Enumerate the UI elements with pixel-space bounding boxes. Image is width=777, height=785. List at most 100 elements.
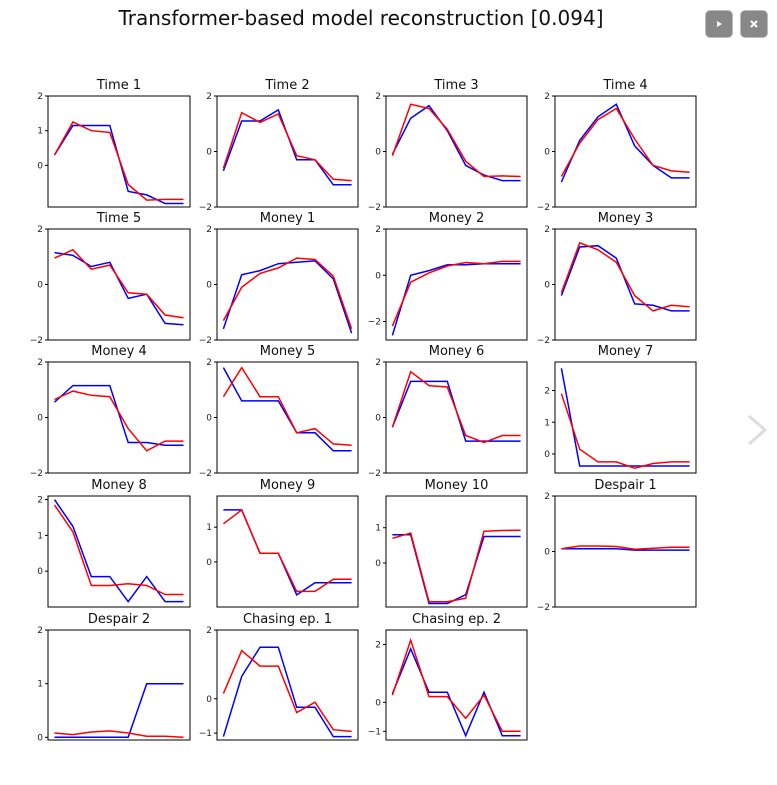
- subplot-title: Time 1: [96, 78, 141, 93]
- subplot-12: Money 7 0 1 2: [544, 344, 697, 474]
- y-tick-label: 2: [375, 92, 381, 102]
- subplot-title: Money 9: [260, 478, 316, 493]
- series-line-actual: [53, 499, 184, 603]
- y-tick-label: 2: [37, 225, 43, 235]
- y-tick-label: 0: [544, 281, 550, 291]
- subplot-title: Chasing ep. 1: [243, 612, 332, 627]
- y-tick-label: 2: [206, 225, 212, 235]
- series-line-actual: [560, 368, 690, 467]
- axes-frame: [385, 228, 528, 341]
- y-tick-label: 0: [37, 281, 43, 291]
- y-tick-label: 0: [37, 567, 43, 577]
- subplot-4: Time 4 −2 0 2: [537, 78, 697, 213]
- y-tick-label: −2: [537, 603, 550, 613]
- subplot-9: Money 4 −2 0 2: [30, 344, 191, 479]
- y-tick-label: 0: [375, 559, 381, 569]
- subplot-15: Money 10 0 1: [375, 478, 528, 608]
- series-line-reconstruction: [222, 508, 352, 593]
- y-tick-label: 0: [375, 698, 381, 708]
- series-line-reconstruction: [222, 257, 353, 330]
- y-tick-label: −2: [537, 203, 550, 213]
- y-tick-label: 0: [206, 281, 212, 291]
- y-tick-label: 0: [206, 558, 212, 568]
- y-tick-label: 2: [37, 358, 43, 368]
- y-tick-label: −2: [199, 469, 212, 479]
- play-button[interactable]: [705, 10, 733, 38]
- series-line-actual: [53, 124, 184, 205]
- series-line-actual: [222, 367, 352, 452]
- subplot-2: Time 2 −2 0 2: [199, 78, 359, 213]
- subplot-17: Despair 2 0 1 2: [37, 612, 191, 743]
- y-tick-label: −2: [537, 336, 550, 346]
- series-line-actual: [222, 260, 353, 334]
- subplot-title: Money 10: [425, 478, 489, 493]
- series-line-actual: [53, 384, 184, 447]
- y-tick-label: 1: [544, 418, 550, 428]
- y-tick-label: 2: [544, 225, 550, 235]
- next-figure-chevron[interactable]: [743, 410, 773, 450]
- subplot-title: Time 3: [433, 78, 478, 93]
- subplot-title: Money 3: [598, 211, 654, 226]
- axes-frame: [385, 629, 528, 741]
- axes-frame: [216, 95, 359, 208]
- y-tick-label: −2: [368, 203, 381, 213]
- y-tick-label: 2: [544, 387, 550, 397]
- close-icon: [750, 20, 758, 28]
- axes-frame: [385, 361, 528, 474]
- series-line-reconstruction: [560, 107, 690, 177]
- subplot-10: Money 5 −2 0 2: [199, 344, 359, 479]
- subplot-title: Money 8: [91, 478, 147, 493]
- series-line-reconstruction: [53, 121, 184, 201]
- subplot-title: Despair 1: [594, 478, 656, 493]
- subplot-7: Money 2 −2 0 2: [368, 211, 528, 341]
- y-tick-label: 2: [206, 358, 212, 368]
- y-tick-label: 0: [37, 161, 43, 171]
- y-tick-label: −2: [30, 336, 43, 346]
- subplot-title: Money 2: [429, 211, 485, 226]
- axes-frame: [216, 629, 359, 741]
- axes-frame: [554, 495, 697, 608]
- y-tick-label: 0: [544, 450, 550, 460]
- subplot-13: Money 8 0 1 2: [37, 478, 191, 608]
- y-tick-label: −1: [368, 727, 381, 737]
- y-tick-label: 0: [375, 271, 381, 281]
- y-tick-label: 2: [206, 626, 212, 636]
- subplot-title: Money 6: [429, 344, 485, 359]
- close-button[interactable]: [740, 10, 768, 38]
- subplot-6: Money 1 −2 0 2: [199, 211, 359, 346]
- series-line-reconstruction: [222, 366, 352, 447]
- series-line-reconstruction: [222, 111, 352, 182]
- series-line-actual: [222, 646, 352, 738]
- series-line-reconstruction: [391, 370, 521, 444]
- subplot-title: Chasing ep. 2: [412, 612, 501, 627]
- series-line-actual: [391, 262, 521, 336]
- subplot-title: Money 4: [91, 344, 147, 359]
- y-tick-label: 1: [37, 531, 43, 541]
- subplot-8: Money 3 −2 0 2: [537, 211, 697, 346]
- series-line-reconstruction: [560, 241, 690, 312]
- y-tick-label: 2: [37, 626, 43, 636]
- axes-frame: [47, 95, 191, 208]
- series-line-reconstruction: [391, 260, 521, 327]
- series-line-reconstruction: [560, 393, 690, 469]
- subplot-16: Despair 1 −2 0 2: [537, 478, 697, 613]
- y-tick-label: −2: [199, 336, 212, 346]
- y-tick-label: 1: [37, 127, 43, 137]
- y-tick-label: 0: [544, 548, 550, 558]
- series-line-actual: [561, 547, 690, 551]
- series-line-actual: [222, 108, 352, 186]
- axes-frame: [385, 495, 528, 608]
- subplot-1: Time 1 0 1 2: [37, 78, 191, 208]
- y-tick-label: 0: [206, 414, 212, 424]
- subplot-3: Time 3 −2 0 2: [368, 78, 528, 213]
- y-tick-label: −2: [368, 469, 381, 479]
- axes-frame: [47, 495, 191, 608]
- series-line-actual: [54, 682, 184, 739]
- series-line-reconstruction: [391, 637, 521, 733]
- y-tick-label: 2: [37, 496, 43, 506]
- axes-frame: [47, 361, 191, 474]
- subplot-14: Money 9 0 1: [206, 478, 359, 608]
- subplot-19: Chasing ep. 2 −1 0 2: [368, 612, 528, 741]
- y-tick-label: −1: [199, 729, 212, 739]
